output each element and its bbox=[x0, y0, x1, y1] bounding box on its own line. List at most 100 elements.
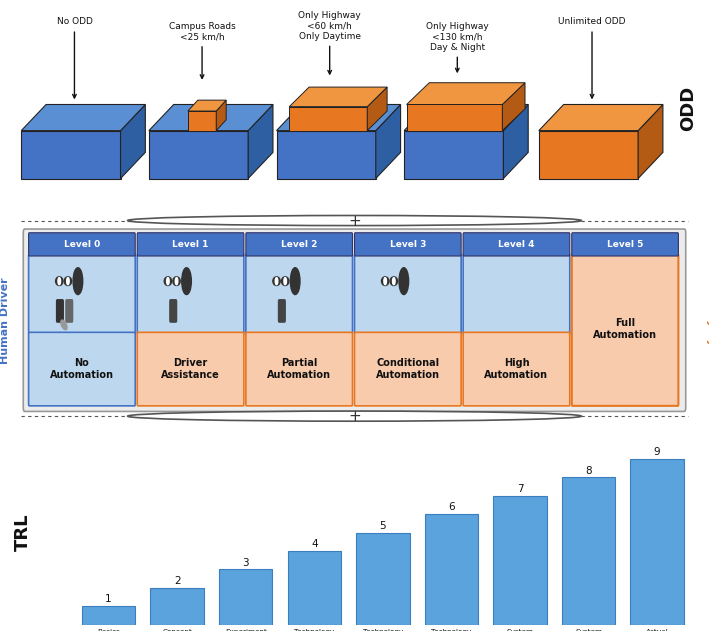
Polygon shape bbox=[289, 107, 367, 131]
Bar bbox=[425, 514, 478, 625]
Text: Full
Automation: Full Automation bbox=[593, 318, 657, 340]
Ellipse shape bbox=[184, 268, 189, 278]
Text: Only Highway
<60 km/h
Only Daytime: Only Highway <60 km/h Only Daytime bbox=[298, 11, 361, 74]
Polygon shape bbox=[407, 83, 525, 105]
Polygon shape bbox=[502, 83, 525, 131]
Text: No ODD: No ODD bbox=[57, 18, 92, 98]
Polygon shape bbox=[404, 131, 503, 179]
FancyBboxPatch shape bbox=[66, 300, 72, 322]
Text: 9: 9 bbox=[654, 447, 660, 457]
Ellipse shape bbox=[393, 278, 395, 285]
FancyBboxPatch shape bbox=[571, 254, 679, 406]
FancyBboxPatch shape bbox=[246, 233, 352, 256]
Ellipse shape bbox=[167, 278, 169, 285]
Bar bbox=[630, 459, 684, 625]
Text: No
Automation: No Automation bbox=[50, 358, 114, 380]
Polygon shape bbox=[539, 105, 663, 131]
Ellipse shape bbox=[55, 277, 63, 285]
Polygon shape bbox=[21, 105, 145, 131]
Circle shape bbox=[73, 268, 83, 295]
FancyBboxPatch shape bbox=[23, 229, 686, 411]
Text: 4: 4 bbox=[311, 540, 318, 549]
Polygon shape bbox=[188, 100, 226, 111]
Ellipse shape bbox=[164, 277, 172, 285]
FancyBboxPatch shape bbox=[246, 254, 352, 334]
Text: High
Automation: High Automation bbox=[484, 358, 549, 380]
Text: Driver
Assistance: Driver Assistance bbox=[161, 358, 220, 380]
Bar bbox=[150, 588, 204, 625]
FancyBboxPatch shape bbox=[28, 233, 135, 256]
Text: 6: 6 bbox=[448, 502, 454, 512]
Polygon shape bbox=[21, 131, 121, 179]
FancyBboxPatch shape bbox=[138, 333, 244, 406]
Bar bbox=[562, 478, 615, 625]
Ellipse shape bbox=[173, 277, 180, 285]
Text: 2: 2 bbox=[174, 576, 181, 586]
FancyBboxPatch shape bbox=[354, 254, 461, 334]
Polygon shape bbox=[407, 105, 502, 131]
FancyBboxPatch shape bbox=[246, 333, 352, 406]
Text: ODD: ODD bbox=[679, 86, 697, 131]
Polygon shape bbox=[277, 105, 401, 131]
Text: 7: 7 bbox=[517, 484, 523, 494]
Ellipse shape bbox=[67, 278, 69, 285]
Bar bbox=[82, 606, 135, 625]
Polygon shape bbox=[289, 87, 387, 107]
Ellipse shape bbox=[65, 277, 72, 285]
Text: Level 4: Level 4 bbox=[498, 240, 535, 249]
Ellipse shape bbox=[281, 277, 289, 285]
FancyBboxPatch shape bbox=[138, 233, 244, 256]
Text: TRL: TRL bbox=[14, 514, 32, 551]
Polygon shape bbox=[376, 105, 401, 179]
Circle shape bbox=[128, 411, 581, 422]
Circle shape bbox=[128, 215, 581, 225]
Polygon shape bbox=[503, 105, 528, 179]
FancyBboxPatch shape bbox=[463, 254, 570, 334]
Circle shape bbox=[182, 268, 191, 295]
Ellipse shape bbox=[390, 277, 398, 285]
Ellipse shape bbox=[401, 268, 406, 278]
FancyBboxPatch shape bbox=[571, 233, 679, 256]
FancyBboxPatch shape bbox=[463, 333, 570, 406]
Text: 1: 1 bbox=[106, 594, 112, 604]
FancyBboxPatch shape bbox=[279, 300, 285, 322]
Text: Level 2: Level 2 bbox=[281, 240, 318, 249]
Ellipse shape bbox=[273, 277, 280, 285]
FancyBboxPatch shape bbox=[170, 300, 177, 322]
Ellipse shape bbox=[75, 268, 81, 278]
Text: 3: 3 bbox=[242, 558, 249, 568]
Text: Human Driver: Human Driver bbox=[0, 277, 10, 363]
Polygon shape bbox=[367, 87, 387, 131]
Text: Level 3: Level 3 bbox=[390, 240, 426, 249]
Circle shape bbox=[291, 268, 300, 295]
Text: Level 5: Level 5 bbox=[607, 240, 643, 249]
Text: Autonomy System: Autonomy System bbox=[706, 263, 709, 377]
Ellipse shape bbox=[61, 320, 67, 330]
Text: Conditional
Automation: Conditional Automation bbox=[376, 358, 440, 380]
FancyBboxPatch shape bbox=[57, 300, 63, 322]
Ellipse shape bbox=[384, 278, 386, 285]
Text: +: + bbox=[348, 409, 361, 424]
Polygon shape bbox=[149, 131, 248, 179]
Ellipse shape bbox=[284, 278, 286, 285]
Bar bbox=[493, 496, 547, 625]
Polygon shape bbox=[638, 105, 663, 179]
Ellipse shape bbox=[381, 277, 389, 285]
Polygon shape bbox=[277, 131, 376, 179]
Ellipse shape bbox=[275, 278, 278, 285]
Polygon shape bbox=[539, 131, 638, 179]
Text: Level 1: Level 1 bbox=[172, 240, 208, 249]
Bar bbox=[356, 533, 410, 625]
Circle shape bbox=[399, 268, 408, 295]
FancyBboxPatch shape bbox=[354, 333, 461, 406]
FancyBboxPatch shape bbox=[138, 254, 244, 334]
Text: Unlimited ODD: Unlimited ODD bbox=[558, 18, 626, 98]
FancyBboxPatch shape bbox=[463, 233, 570, 256]
Polygon shape bbox=[404, 105, 528, 131]
Polygon shape bbox=[149, 105, 273, 131]
Text: Campus Roads
<25 km/h: Campus Roads <25 km/h bbox=[169, 21, 235, 78]
Polygon shape bbox=[216, 100, 226, 131]
Text: Partial
Automation: Partial Automation bbox=[267, 358, 331, 380]
Bar bbox=[219, 569, 272, 625]
Ellipse shape bbox=[293, 268, 298, 278]
